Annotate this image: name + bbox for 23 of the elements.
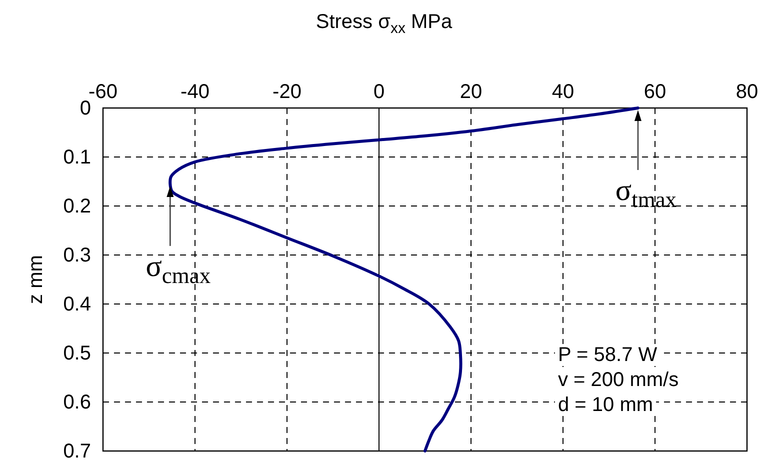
y-tick-label: 0.4 bbox=[63, 293, 91, 316]
x-tick-label: -40 bbox=[180, 81, 210, 103]
y-tick-label: 0.5 bbox=[63, 342, 91, 364]
x-tick-label: -20 bbox=[272, 81, 302, 103]
y-tick-label: 0.2 bbox=[63, 195, 91, 218]
annotation: v = 200 mm/s bbox=[558, 369, 679, 391]
annotation: P = 58.7 W bbox=[558, 344, 658, 366]
x-tick-label: -60 bbox=[88, 81, 118, 103]
x-tick-label: 0 bbox=[373, 81, 385, 103]
annotation: d = 10 mm bbox=[558, 394, 654, 416]
x-tick-label: 40 bbox=[552, 81, 574, 103]
y-tick-label: 0.6 bbox=[63, 391, 91, 414]
x-tick-label: 20 bbox=[460, 81, 482, 103]
x-axis-title: Stress σ$_{xx}$ MPa bbox=[316, 11, 454, 36]
x-tick-label: 80 bbox=[736, 81, 758, 103]
y-tick-label: 0.3 bbox=[63, 244, 91, 266]
x-tick-label: 60 bbox=[644, 81, 666, 103]
y-tick-label: 0.1 bbox=[63, 146, 91, 168]
y-tick-label: 0.7 bbox=[63, 440, 91, 462]
annotation: σ$_{tmax}$ bbox=[615, 174, 677, 212]
y-tick-label: 0 bbox=[80, 97, 91, 120]
annotation: σ$_{cmax}$ bbox=[146, 250, 211, 288]
y-axis-title: z mm bbox=[25, 255, 47, 304]
